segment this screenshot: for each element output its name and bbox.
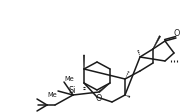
Text: Me: Me xyxy=(48,92,57,98)
Polygon shape xyxy=(153,36,161,50)
Text: Me: Me xyxy=(64,75,74,81)
Text: O: O xyxy=(95,93,102,102)
Polygon shape xyxy=(99,83,110,93)
Polygon shape xyxy=(83,56,85,69)
Text: Si: Si xyxy=(69,86,76,95)
Text: O: O xyxy=(173,29,180,38)
